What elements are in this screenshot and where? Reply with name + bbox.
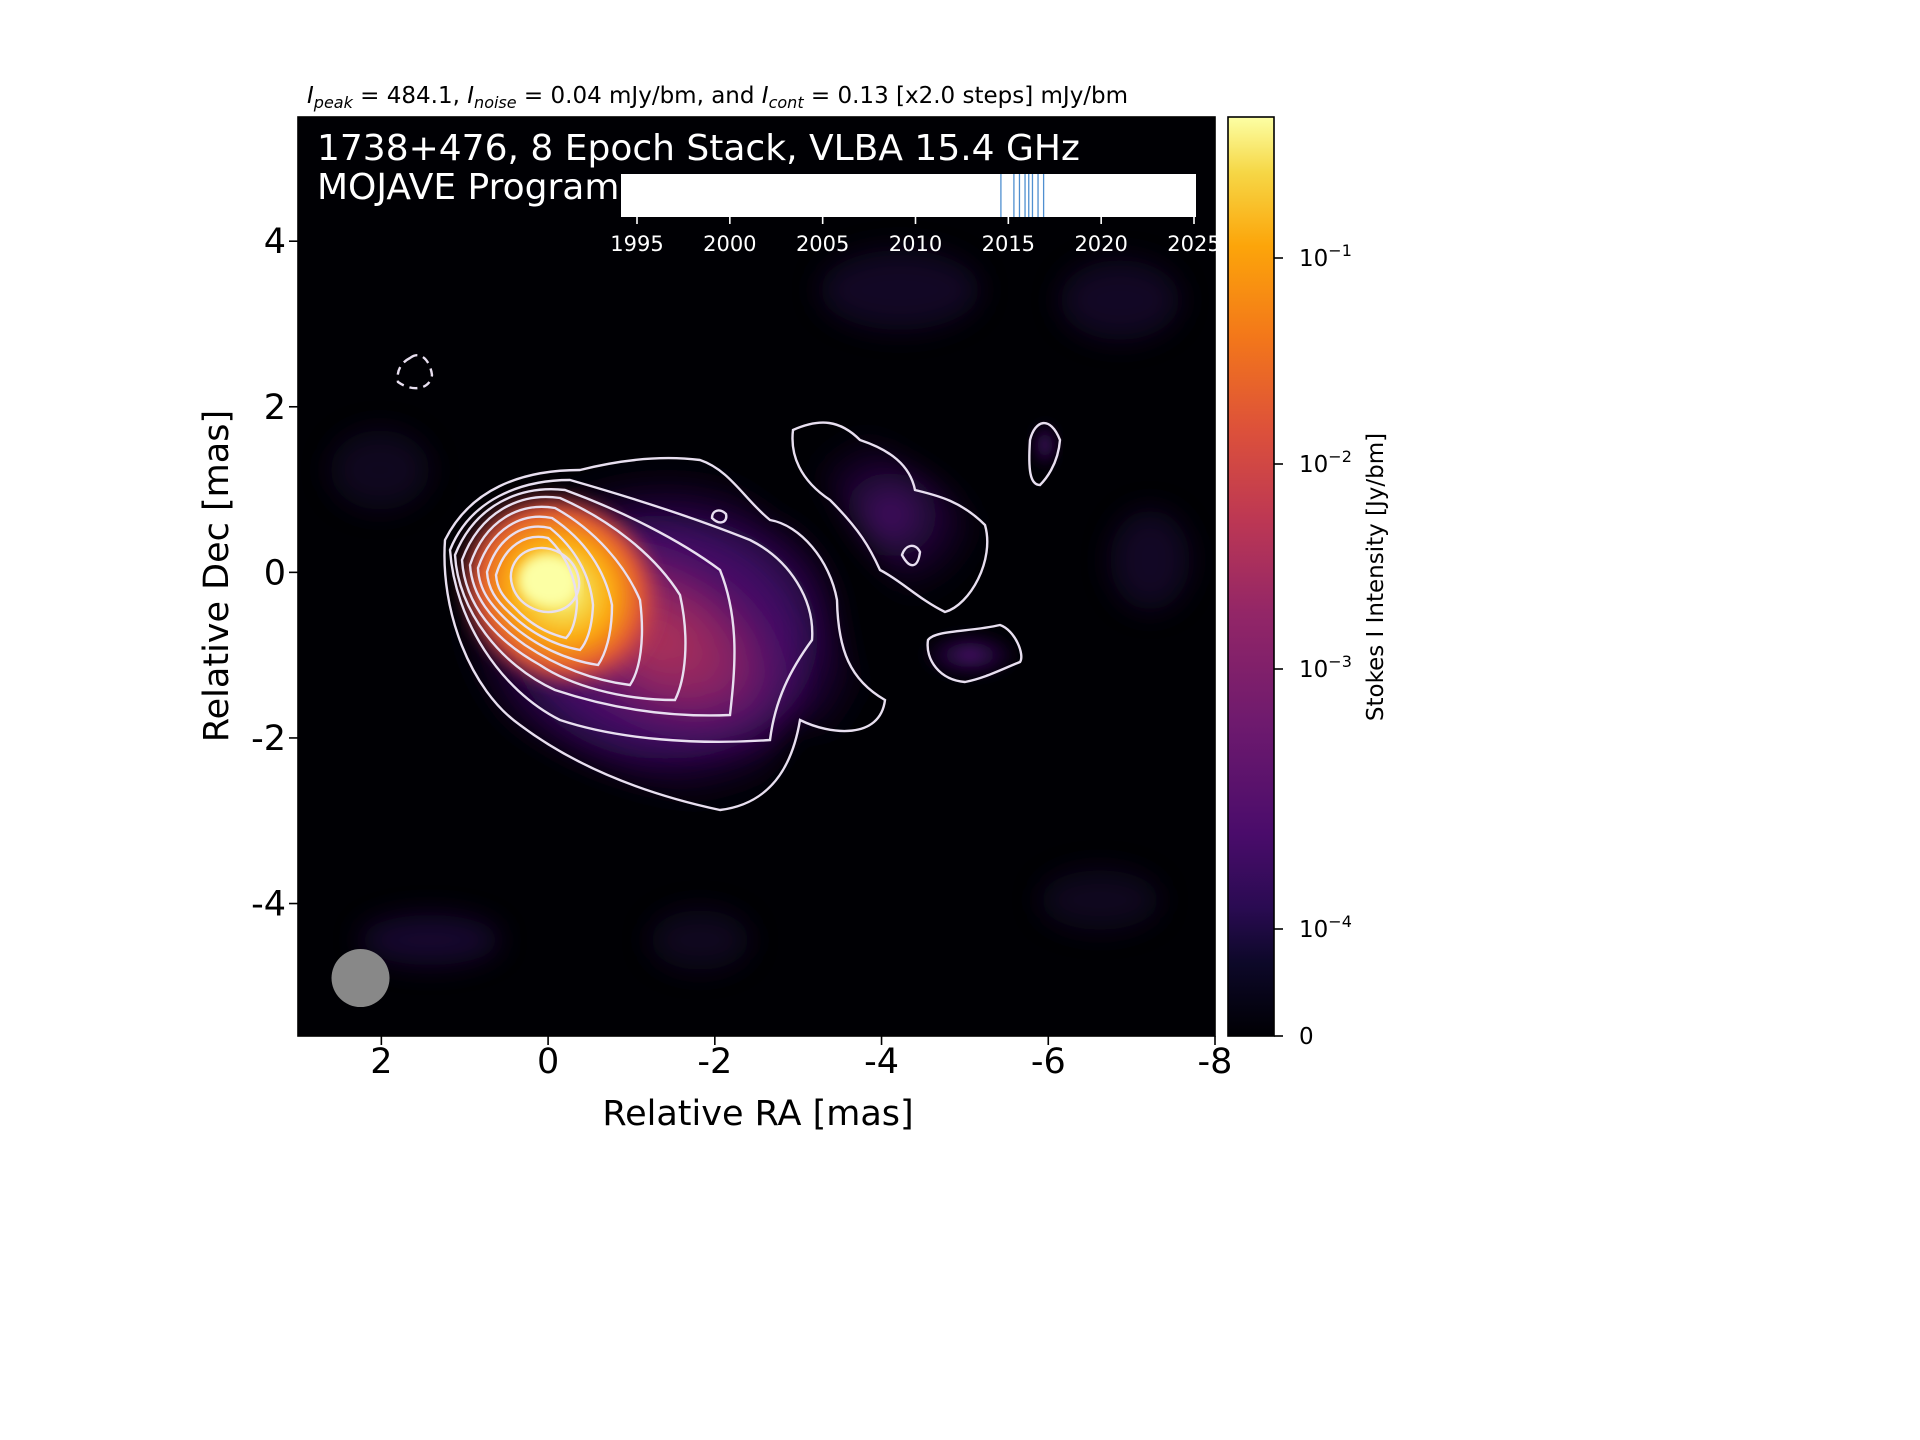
contours [396, 353, 1062, 812]
colorbar-frame [1227, 116, 1275, 1037]
timeline-box [621, 174, 1196, 217]
colorbar-tick-label: 10−1 [1299, 241, 1352, 272]
colorbar-label: Stokes I Intensity [Jy/bm] [1363, 433, 1389, 721]
y-tick-label: -2 [251, 719, 286, 759]
x-axis: 2 0 -2 -4 -6 -8 [370, 1036, 1232, 1082]
header-stats: Ipeak = 484.1, Inoise = 0.04 mJy/bm, and… [307, 83, 1128, 112]
x-tick-label: -8 [1198, 1042, 1233, 1082]
colorbar: 0 10−4 10−3 10−2 10−1 Stokes I Intensity [Jy… [1227, 116, 1389, 1050]
timeline-tick-label: 2005 [796, 232, 849, 256]
contour-level-4 [460, 495, 687, 702]
timeline-tick-label: 2015 [982, 232, 1035, 256]
contour-level-1 [443, 456, 887, 812]
noise-emission [330, 250, 1190, 970]
colorbar-gradient [1228, 117, 1274, 1036]
x-tick-label: -6 [1031, 1042, 1066, 1082]
contour-level-2 [448, 478, 814, 743]
epoch-timeline: 1995 2000 2005 2010 2015 2020 2025 [610, 174, 1221, 256]
timeline-tick-label: 2010 [889, 232, 942, 256]
contour-negative [396, 353, 434, 390]
y-tick-label: -4 [251, 885, 286, 925]
panel-subtitle: MOJAVE Program [317, 167, 619, 208]
contour-level-5 [468, 505, 644, 687]
epoch-markers [1000, 174, 1045, 217]
beam-ellipse [331, 949, 390, 1008]
x-tick-label: -4 [864, 1042, 899, 1082]
contour-level-3 [453, 488, 736, 717]
x-tick-label: -2 [697, 1042, 732, 1082]
x-tick-label: 0 [537, 1042, 559, 1082]
contour-blob-east [1028, 421, 1062, 487]
contour-blob-south [926, 623, 1023, 684]
contour-knot-1 [710, 509, 728, 524]
y-tick-label: 2 [264, 388, 286, 428]
y-tick-label: 0 [264, 553, 286, 593]
colorbar-tick-label: 10−4 [1299, 912, 1352, 943]
timeline-tick-label: 2020 [1074, 232, 1127, 256]
contour-blob-north [791, 421, 989, 614]
contour-knot-2 [900, 544, 922, 567]
contour-level-9 [509, 546, 581, 614]
y-axis-label: Relative Dec [mas] [197, 410, 237, 742]
colorbar-tick-label: 10−3 [1299, 652, 1352, 683]
image-panel [298, 117, 1215, 1036]
x-axis-label: Relative RA [mas] [602, 1094, 913, 1134]
timeline-tick-label: 1995 [610, 232, 663, 256]
timeline-axis: 1995 2000 2005 2010 2015 2020 2025 [610, 217, 1221, 256]
y-tick-label: 4 [264, 222, 286, 262]
contour-level-7 [485, 525, 595, 652]
contour-level-6 [476, 515, 614, 667]
panel-title: 1738+476, 8 Epoch Stack, VLBA 15.4 GHz [317, 128, 1080, 169]
contour-level-8 [494, 535, 579, 640]
colorbar-tick-label: 10−2 [1299, 447, 1352, 478]
colorbar-ticks: 0 10−4 10−3 10−2 10−1 [1274, 241, 1352, 1050]
colorbar-tick-label: 0 [1299, 1024, 1314, 1050]
x-tick-label: 2 [370, 1042, 392, 1082]
timeline-tick-label: 2025 [1167, 232, 1220, 256]
timeline-tick-label: 2000 [703, 232, 756, 256]
y-axis: 4 2 0 -2 -4 [251, 222, 298, 925]
plot-frame [297, 116, 1216, 1037]
